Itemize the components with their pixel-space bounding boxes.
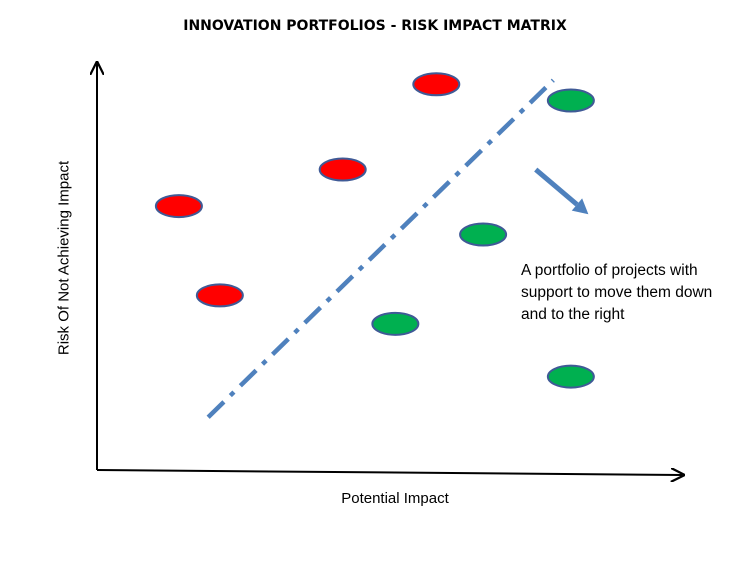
annotation-text: A portfolio of projects with support to … — [521, 262, 713, 323]
y-axis-label: Risk Of Not Achieving Impact — [55, 160, 73, 356]
high-risk-project-point — [318, 157, 367, 182]
low-risk-project-point — [371, 311, 420, 336]
low-risk-project-point — [459, 222, 508, 247]
arrow-shaft — [534, 167, 579, 207]
x-axis — [96, 470, 682, 475]
high-risk-project-point — [154, 194, 203, 219]
arrow-head — [571, 198, 589, 215]
low-risk-project-point — [546, 364, 595, 389]
chart-title: INNOVATION PORTFOLIOS - RISK IMPACT MATR… — [183, 18, 567, 34]
divider-line — [206, 78, 555, 419]
low-risk-project-point — [546, 88, 595, 113]
high-risk-project-point — [412, 72, 461, 97]
high-risk-project-point — [195, 283, 244, 308]
x-axis-label: Potential Impact — [341, 490, 449, 507]
